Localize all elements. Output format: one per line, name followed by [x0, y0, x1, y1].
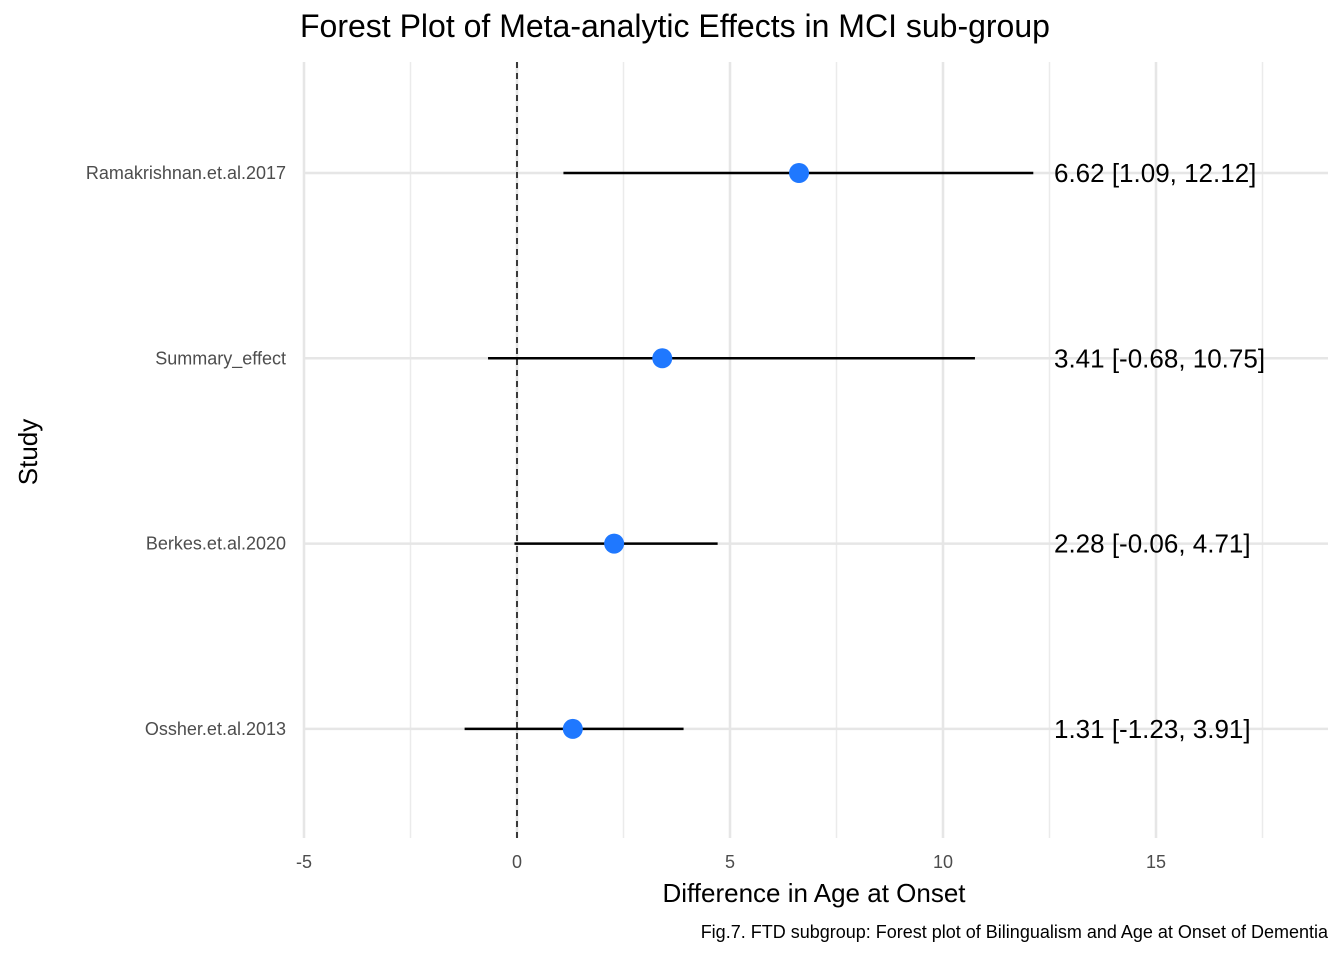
x-tick-label: 0 — [512, 852, 522, 872]
confidence-intervals — [464, 171, 1034, 731]
x-axis-title: Difference in Age at Onset — [662, 878, 966, 908]
x-tick-label: -5 — [296, 852, 312, 872]
x-tick-labels: -5 0 5 10 15 — [296, 852, 1166, 872]
estimate-label: 6.62 [1.09, 12.12] — [1054, 158, 1256, 188]
effect-points — [562, 163, 810, 739]
estimate-label: 2.28 [-0.06, 4.71] — [1054, 529, 1251, 559]
chart-title: Forest Plot of Meta-analytic Effects in … — [300, 8, 1050, 44]
effect-point — [604, 533, 625, 554]
x-tick-label: 15 — [1146, 852, 1166, 872]
effect-point — [652, 348, 673, 369]
x-tick-label: 10 — [933, 852, 953, 872]
y-tick-label: Berkes.et.al.2020 — [146, 534, 286, 554]
estimate-labels: 6.62 [1.09, 12.12] 3.41 [-0.68, 10.75] 2.2… — [1054, 158, 1265, 744]
y-tick-label: Ramakrishnan.et.al.2017 — [86, 163, 286, 183]
y-tick-labels: Ramakrishnan.et.al.2017 Summary_effect Ber… — [86, 163, 286, 739]
effect-point — [789, 163, 810, 183]
estimate-label: 3.41 [-0.68, 10.75] — [1054, 343, 1265, 373]
estimate-label: 1.31 [-1.23, 3.91] — [1054, 714, 1251, 744]
x-tick-label: 5 — [725, 852, 735, 872]
effect-point — [562, 718, 583, 739]
y-tick-label: Ossher.et.al.2013 — [145, 719, 286, 739]
figure-caption: Fig.7. FTD subgroup: Forest plot of Bili… — [700, 922, 1328, 942]
y-tick-label: Summary_effect — [155, 348, 286, 369]
y-axis-title: Study — [13, 419, 43, 486]
